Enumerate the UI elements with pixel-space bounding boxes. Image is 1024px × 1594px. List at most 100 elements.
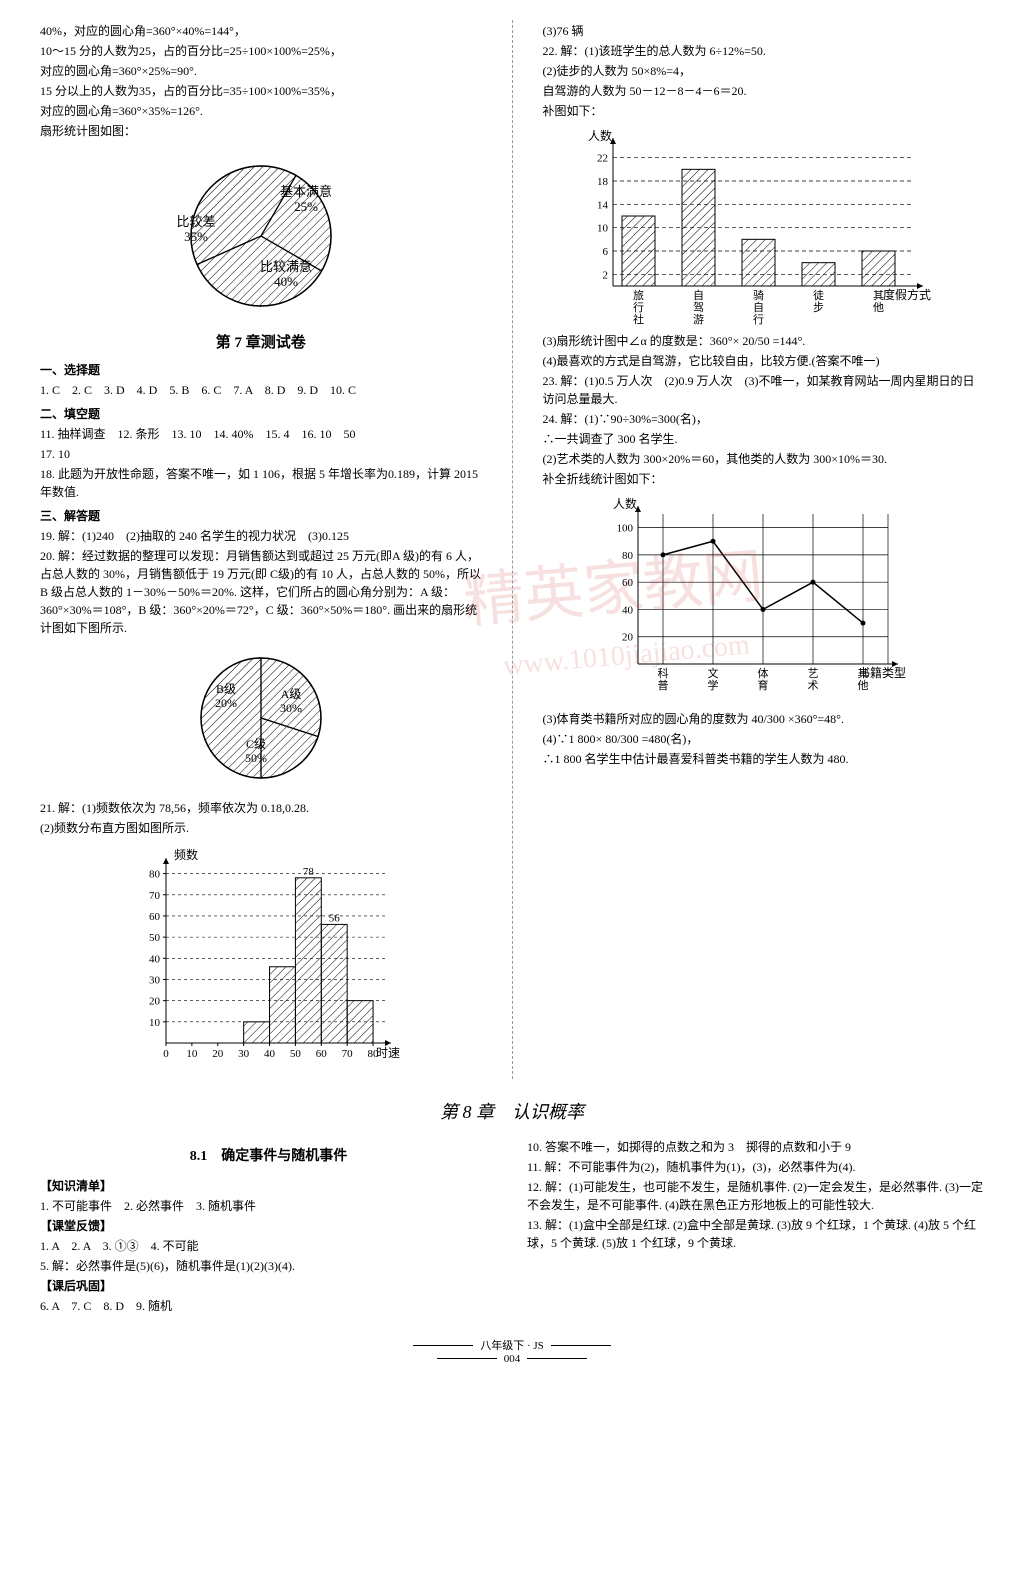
svg-text:60: 60 bbox=[316, 1048, 328, 1060]
k1-answers: 1. 不可能事件 2. 必然事件 3. 随机事件 bbox=[40, 1197, 497, 1215]
svg-text:育: 育 bbox=[758, 678, 769, 692]
q22-line: 22. 解：(1)该班学生的总人数为 6÷12%=50. bbox=[543, 42, 985, 60]
text-line: 40%，对应的圆心角=360°×40%=144°， bbox=[40, 22, 482, 40]
svg-text:2: 2 bbox=[603, 269, 609, 281]
ans-title: 三、解答题 bbox=[40, 507, 482, 525]
mc-title: 一、选择题 bbox=[40, 361, 482, 379]
svg-text:普: 普 bbox=[658, 678, 669, 692]
q23: 23. 解：(1)0.5 万人次 (2)0.9 万人次 (3)不唯一，如某教育网… bbox=[543, 372, 985, 408]
svg-text:56: 56 bbox=[328, 912, 340, 924]
q24-cont: ∴1 800 名学生中估计最喜爱科普类书籍的学生人数为 480. bbox=[543, 750, 985, 768]
section-81-title: 8.1 确定事件与随机事件 bbox=[40, 1146, 497, 1167]
svg-text:70: 70 bbox=[149, 889, 161, 901]
svg-text:社: 社 bbox=[633, 312, 644, 326]
q24-line: (2)艺术类的人数为 300×20%＝60，其他类的人数为 300×10%＝30… bbox=[543, 450, 985, 468]
svg-text:频数: 频数 bbox=[174, 847, 198, 862]
svg-text:行: 行 bbox=[753, 313, 764, 326]
svg-text:30: 30 bbox=[238, 1048, 250, 1060]
histogram-speed: 1020304050607080010203040506070807856频数时… bbox=[121, 843, 401, 1073]
svg-text:他: 他 bbox=[873, 301, 884, 314]
q22-line: 自驾游的人数为 50－12－8－4－6＝20. bbox=[543, 82, 985, 100]
mc-answers: 1. C 2. C 3. D 4. D 5. B 6. C 7. A 8. D … bbox=[40, 381, 482, 399]
test-title: 第 7 章测试卷 bbox=[40, 332, 482, 355]
svg-text:学: 学 bbox=[708, 678, 719, 692]
svg-text:0: 0 bbox=[163, 1048, 169, 1060]
svg-text:驾: 驾 bbox=[693, 301, 704, 314]
svg-text:自: 自 bbox=[693, 289, 704, 302]
svg-text:100: 100 bbox=[617, 523, 634, 535]
footer-page: 004 bbox=[504, 1353, 521, 1365]
svg-text:40: 40 bbox=[264, 1048, 276, 1060]
svg-text:书籍类型: 书籍类型 bbox=[858, 665, 906, 680]
svg-text:80: 80 bbox=[622, 550, 634, 562]
svg-text:徒: 徒 bbox=[813, 288, 824, 302]
svg-text:40: 40 bbox=[149, 953, 161, 965]
svg-text:10: 10 bbox=[186, 1048, 198, 1060]
svg-text:50%: 50% bbox=[245, 751, 267, 765]
svg-text:18: 18 bbox=[597, 176, 609, 188]
svg-text:旅: 旅 bbox=[633, 288, 644, 302]
svg-text:30%: 30% bbox=[280, 701, 302, 715]
svg-text:70: 70 bbox=[341, 1048, 353, 1060]
q24-line: 补全折线统计图如下： bbox=[543, 470, 985, 488]
k3-answers: 6. A 7. C 8. D 9. 随机 bbox=[40, 1297, 497, 1315]
text-line: 扇形统计图如图： bbox=[40, 122, 482, 140]
q24-cont: (3)体育类书籍所对应的圆心角的度数为 40/300 ×360°=48°. bbox=[543, 710, 985, 728]
q20: 20. 解：经过数据的整理可以发现：月销售额达到或超过 25 万元(即A 级)的… bbox=[40, 547, 482, 637]
heading-knowledge: 【知识清单】 bbox=[40, 1177, 497, 1195]
svg-text:艺: 艺 bbox=[808, 667, 819, 680]
pie-chart-abc: A级30%B级20%C级50% bbox=[171, 643, 351, 793]
line-chart-books: 20406080100科普文学体育艺术其他人数书籍类型 bbox=[593, 494, 933, 704]
svg-text:14: 14 bbox=[597, 199, 609, 211]
svg-text:骑: 骑 bbox=[753, 289, 764, 302]
svg-text:游: 游 bbox=[693, 313, 704, 326]
svg-text:60: 60 bbox=[622, 577, 634, 589]
svg-text:自: 自 bbox=[753, 301, 764, 314]
right8-line: 10. 答案不唯一，如掷得的点数之和为 3 掷得的点数和小于 9 bbox=[527, 1138, 984, 1156]
svg-text:A级: A级 bbox=[280, 687, 301, 701]
svg-text:行: 行 bbox=[633, 301, 644, 314]
svg-text:比较满意: 比较满意 bbox=[260, 259, 312, 274]
svg-text:文: 文 bbox=[708, 666, 719, 680]
fb-line: 17. 10 bbox=[40, 445, 482, 463]
svg-text:40%: 40% bbox=[274, 274, 298, 289]
svg-text:20: 20 bbox=[149, 995, 161, 1007]
q24-cont: (4)∵1 800× 80/300 =480(名)， bbox=[543, 730, 985, 748]
svg-text:25%: 25% bbox=[294, 199, 318, 214]
q21-line: 21. 解：(1)频数依次为 78,56，频率依次为 0.18,0.28. bbox=[40, 799, 482, 817]
svg-text:度假方式: 度假方式 bbox=[883, 287, 931, 302]
heading-classfeedback: 【课堂反馈】 bbox=[40, 1217, 497, 1235]
fb-line: 18. 此题为开放性命题，答案不唯一，如 1 106，根据 5 年增长率为0.1… bbox=[40, 465, 482, 501]
svg-text:80: 80 bbox=[149, 868, 161, 880]
svg-text:步: 步 bbox=[813, 301, 824, 314]
heading-afterclass: 【课后巩固】 bbox=[40, 1277, 497, 1295]
right8-line: 12. 解：(1)可能发生，也可能不发生，是随机事件. (2)一定会发生，是必然… bbox=[527, 1178, 984, 1214]
bar-chart-vacation: 2610141822旅行社自驾游骑自行车徒步其他人数度假方式 bbox=[573, 126, 953, 326]
svg-text:人数: 人数 bbox=[588, 128, 612, 143]
chapter8-title: 第 8 章 认识概率 bbox=[40, 1099, 984, 1126]
q21-3: (3)76 辆 bbox=[543, 22, 985, 40]
svg-text:50: 50 bbox=[149, 932, 161, 944]
fb-title: 二、填空题 bbox=[40, 405, 482, 423]
svg-text:时速: 时速 bbox=[376, 1046, 400, 1060]
svg-text:10: 10 bbox=[149, 1016, 161, 1028]
q24-line: 24. 解：(1)∵90÷30%=300(名)， bbox=[543, 410, 985, 428]
svg-text:术: 术 bbox=[808, 679, 819, 692]
svg-text:人数: 人数 bbox=[613, 496, 637, 511]
fb-line: 11. 抽样调查 12. 条形 13. 10 14. 40% 15. 4 16.… bbox=[40, 425, 482, 443]
k2-answers-b: 5. 解：必然事件是(5)(6)，随机事件是(1)(2)(3)(4). bbox=[40, 1257, 497, 1275]
q19: 19. 解：(1)240 (2)抽取的 240 名学生的视力状况 (3)0.12… bbox=[40, 527, 482, 545]
svg-text:22: 22 bbox=[597, 153, 608, 165]
q22-line: (2)徒步的人数为 50×8%=4， bbox=[543, 62, 985, 80]
right8-line: 13. 解：(1)盒中全部是红球. (2)盒中全部是黄球. (3)放 9 个红球… bbox=[527, 1216, 984, 1252]
text-line: 10～15 分的人数为25，占的百分比=25÷100×100%=25%， bbox=[40, 42, 482, 60]
text-line: 15 分以上的人数为35，占的百分比=35÷100×100%=35%， bbox=[40, 82, 482, 100]
svg-text:体: 体 bbox=[758, 666, 769, 680]
text-line: 对应的圆心角=360°×25%=90°. bbox=[40, 62, 482, 80]
svg-text:6: 6 bbox=[603, 246, 609, 258]
svg-text:C级: C级 bbox=[246, 737, 266, 751]
q22-cont: (4)最喜欢的方式是自驾游，它比较自由，比较方便.(答案不唯一) bbox=[543, 352, 985, 370]
page-footer: 八年级下 · JS 004 bbox=[40, 1337, 984, 1365]
q22-line: 补图如下： bbox=[543, 102, 985, 120]
q21-line: (2)频数分布直方图如图所示. bbox=[40, 819, 482, 837]
